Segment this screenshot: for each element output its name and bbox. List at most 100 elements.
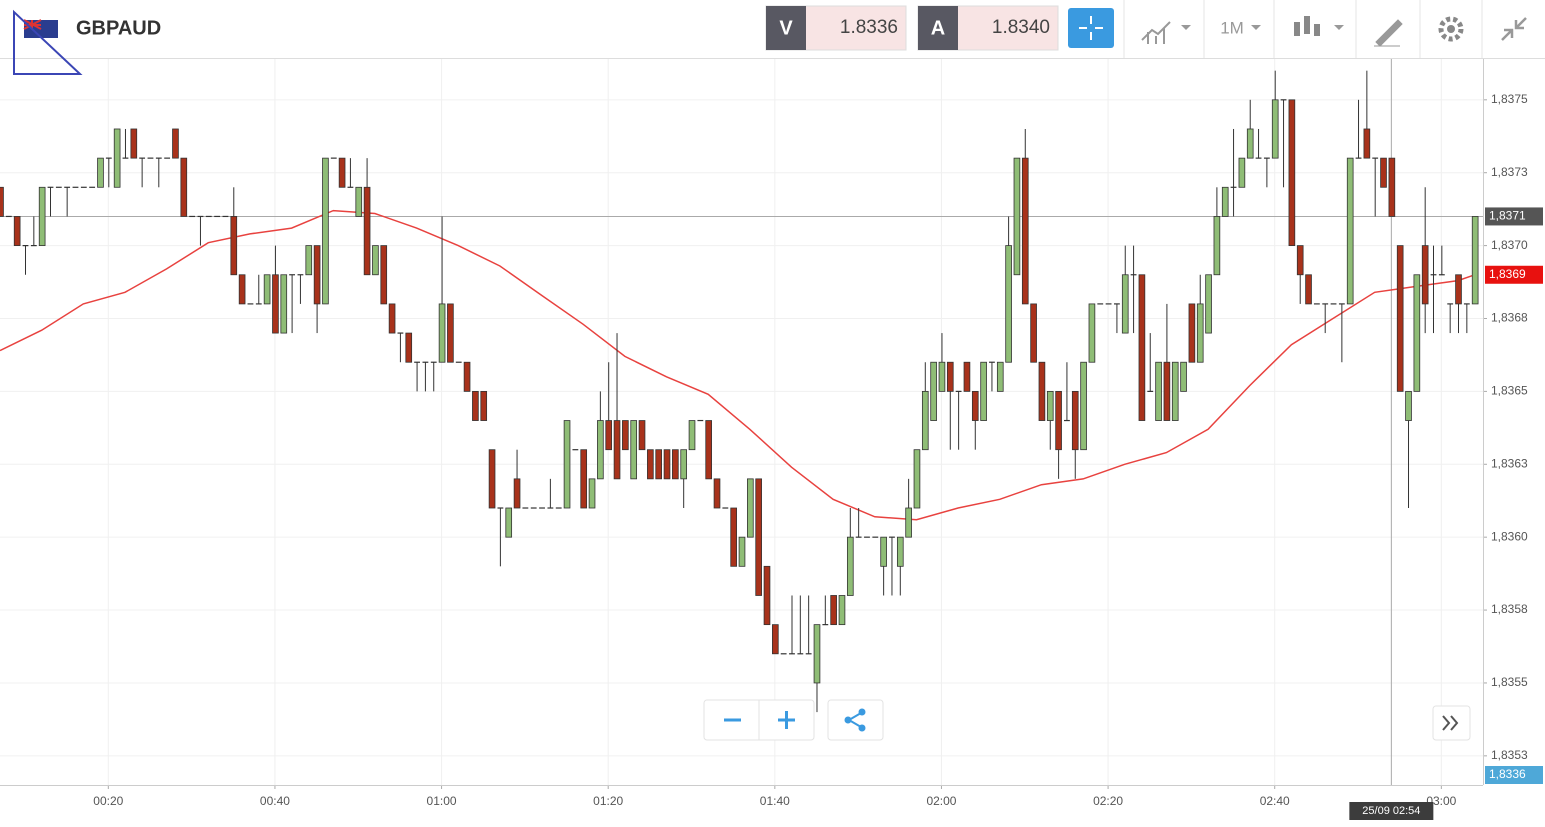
- candle: [1271, 70, 1279, 159]
- zoom-in[interactable]: [778, 711, 795, 729]
- candle-body: [1213, 216, 1221, 276]
- candle-body: [230, 216, 238, 276]
- scroll-box[interactable]: [1432, 705, 1471, 741]
- candle-body: [1288, 99, 1296, 247]
- candle-body: [846, 536, 854, 596]
- candle-body: [622, 420, 629, 451]
- icon-part[interactable]: [1304, 16, 1310, 34]
- settings-icon[interactable]: [1438, 16, 1464, 42]
- candle: [755, 478, 762, 596]
- y-tick-label: 1,8360: [1491, 529, 1528, 543]
- candle-body: [1121, 274, 1129, 334]
- crosshair-icon[interactable]: [1079, 16, 1103, 40]
- share-dot[interactable]: [844, 716, 852, 724]
- dropdown-arrow[interactable]: [1181, 25, 1191, 30]
- candle: [1080, 361, 1087, 451]
- candle: [989, 361, 995, 392]
- candle: [1471, 216, 1479, 305]
- sell-label[interactable]: V: [779, 17, 793, 39]
- candle: [1288, 99, 1296, 247]
- candle: [30, 216, 37, 247]
- candle-body: [1163, 361, 1171, 421]
- candle-body: [180, 157, 188, 217]
- candle-body: [13, 216, 21, 247]
- candle: [622, 420, 629, 451]
- candle-body: [630, 420, 638, 480]
- share-dot[interactable]: [858, 724, 866, 732]
- scroll-icon[interactable]: [1442, 715, 1459, 731]
- candle: [338, 157, 346, 188]
- candle-body: [755, 478, 762, 596]
- candle: [1346, 157, 1354, 305]
- candle: [47, 186, 54, 217]
- candle: [738, 536, 746, 567]
- candle: [1163, 303, 1171, 421]
- candle: [38, 186, 46, 247]
- candle: [838, 595, 846, 626]
- collapse-icon[interactable]: [1501, 17, 1527, 41]
- timeframe[interactable]: 1M: [1220, 18, 1244, 37]
- candle-body: [305, 245, 313, 276]
- candle: [1171, 361, 1179, 421]
- candle: [889, 536, 895, 596]
- candle: [1421, 187, 1429, 334]
- drawing-icon[interactable]: [1374, 19, 1403, 47]
- candle: [405, 332, 413, 363]
- candle: [996, 361, 1004, 392]
- candle: [255, 274, 262, 305]
- plot-area: [0, 59, 1483, 785]
- chart-type-icon[interactable]: [1141, 21, 1171, 44]
- crosshair-button-bg[interactable]: [1068, 8, 1114, 48]
- candle: [913, 449, 921, 509]
- candle-body: [688, 420, 696, 451]
- candle: [547, 478, 554, 509]
- settings-icon-center[interactable]: [1447, 25, 1455, 33]
- candle: [1396, 245, 1404, 392]
- candle-body: [1038, 361, 1046, 421]
- icon-part[interactable]: [1294, 22, 1300, 36]
- candle-body: [272, 274, 279, 334]
- sell-label-box[interactable]: [766, 6, 806, 50]
- candle-icon[interactable]: [1294, 16, 1320, 36]
- candle-body: [605, 420, 613, 451]
- dropdown-arrow[interactable]: [1334, 25, 1344, 30]
- candle: [1180, 361, 1187, 392]
- buy-button[interactable]: A 1.8340: [917, 5, 1059, 51]
- candle: [1263, 157, 1270, 188]
- buy-price[interactable]: 1.8340: [992, 17, 1050, 38]
- zoom-controls[interactable]: [703, 699, 884, 741]
- candle: [230, 187, 238, 276]
- dropdown-arrow[interactable]: [1251, 25, 1261, 30]
- moving-average: [0, 209, 1475, 521]
- candle-body: [1296, 245, 1304, 276]
- candle: [1380, 157, 1387, 188]
- sell-price[interactable]: 1.8336: [840, 17, 898, 38]
- candle: [322, 157, 329, 305]
- candle-body: [763, 565, 771, 626]
- candle: [488, 449, 496, 509]
- candle-body: [363, 186, 371, 276]
- candle-body: [580, 449, 588, 509]
- scroll-right[interactable]: [1432, 705, 1471, 741]
- candle: [730, 507, 737, 567]
- candle: [105, 157, 112, 188]
- share-box[interactable]: [827, 699, 884, 741]
- candle: [580, 449, 588, 509]
- icon-part[interactable]: [1314, 24, 1320, 36]
- candle: [472, 390, 479, 421]
- candle: [1355, 99, 1362, 159]
- candle-body: [380, 245, 388, 305]
- sell-button[interactable]: V 1.8336: [765, 5, 907, 51]
- crosshair-button[interactable]: [1068, 8, 1114, 48]
- candle: [0, 186, 4, 217]
- buy-label[interactable]: A: [931, 17, 945, 39]
- candle: [1430, 245, 1437, 334]
- candle: [22, 245, 29, 275]
- candle-body: [1246, 128, 1254, 159]
- candle: [905, 478, 912, 538]
- candle-body: [113, 128, 121, 188]
- buy-label-box[interactable]: [918, 6, 958, 50]
- x-tick-label: 01:00: [427, 794, 457, 808]
- share-dot[interactable]: [858, 708, 866, 716]
- candle: [713, 478, 721, 509]
